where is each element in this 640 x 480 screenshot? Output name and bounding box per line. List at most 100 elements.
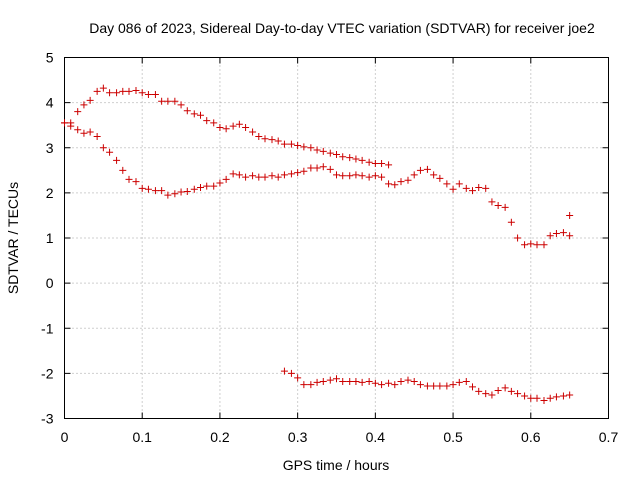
data-point [222, 175, 230, 183]
data-point [99, 84, 107, 92]
data-point [358, 156, 366, 164]
x-tick-label: 0.7 [599, 429, 619, 445]
data-point [404, 176, 412, 184]
data-point [177, 188, 185, 196]
data-point [533, 394, 541, 402]
data-point [294, 141, 302, 149]
data-point [566, 391, 574, 399]
data-point [378, 160, 386, 168]
data-point [391, 181, 399, 189]
data-point [423, 165, 431, 173]
data-point [268, 136, 276, 144]
data-point [261, 135, 269, 143]
data-point [566, 232, 574, 240]
data-point [346, 154, 354, 162]
series-lower-track [280, 367, 574, 404]
data-point [164, 97, 172, 105]
data-point [365, 158, 373, 166]
data-point [358, 378, 366, 386]
data-point [475, 183, 483, 191]
data-point [540, 396, 548, 404]
data-point [559, 392, 567, 400]
x-tick-label: 0.3 [288, 429, 308, 445]
data-point [494, 202, 502, 210]
data-point [540, 241, 548, 249]
data-point [113, 89, 121, 97]
data-point [559, 229, 567, 237]
data-point [229, 170, 237, 178]
data-point [203, 117, 211, 125]
y-tick-label: 4 [46, 95, 54, 111]
data-point [294, 374, 302, 382]
data-point [300, 143, 308, 151]
data-point [144, 91, 152, 99]
data-point [469, 187, 476, 195]
data-point [494, 387, 502, 395]
data-point [210, 182, 218, 190]
data-point [552, 393, 560, 401]
data-point [462, 377, 470, 385]
data-point [552, 229, 560, 237]
data-point [313, 164, 321, 172]
data-point [280, 171, 288, 179]
data-point [80, 101, 88, 109]
data-point [333, 171, 340, 179]
x-axis-label: GPS time / hours [283, 457, 390, 473]
y-tick-label: 1 [46, 230, 54, 246]
data-point [99, 144, 107, 152]
data-point [488, 391, 496, 399]
data-point [430, 382, 438, 390]
y-axis-label: SDTVAR / TECUs [5, 182, 21, 294]
data-point [171, 190, 179, 198]
data-point [319, 147, 327, 155]
data-point [183, 188, 191, 196]
data-point [132, 178, 140, 186]
data-point [319, 377, 327, 385]
data-point [378, 173, 386, 181]
data-point [106, 89, 114, 97]
data-point [203, 182, 211, 190]
x-tick-label: 0.5 [443, 429, 463, 445]
data-point [455, 180, 463, 188]
data-point [358, 172, 366, 180]
data-point [410, 377, 418, 385]
data-point [514, 234, 522, 242]
data-point [385, 180, 393, 188]
data-points [61, 84, 574, 404]
data-point [385, 379, 393, 387]
data-point [371, 379, 379, 387]
data-point [255, 173, 263, 181]
data-point [280, 140, 288, 148]
data-point [416, 166, 424, 174]
data-point [119, 87, 127, 95]
data-point [533, 241, 541, 249]
data-point [501, 384, 509, 392]
data-point [132, 86, 140, 94]
data-point [416, 381, 424, 389]
data-point [482, 184, 490, 192]
data-point [158, 187, 166, 195]
data-point [521, 392, 529, 400]
data-point [430, 171, 438, 179]
data-point [249, 128, 257, 136]
data-point [352, 171, 360, 179]
chart-title: Day 086 of 2023, Sidereal Day-to-day VTE… [89, 20, 595, 36]
x-tick-label: 0.4 [366, 429, 386, 445]
data-point [125, 175, 133, 183]
data-point [410, 171, 418, 179]
data-point [339, 153, 347, 161]
data-point [67, 122, 75, 130]
data-point [475, 387, 483, 395]
data-point [546, 394, 554, 402]
data-point [300, 381, 308, 389]
data-point [326, 149, 334, 157]
y-tick-label: -3 [41, 411, 54, 427]
data-point [313, 146, 321, 154]
data-point [280, 367, 288, 375]
y-tick-label: 0 [46, 275, 54, 291]
x-tick-label: 0 [61, 429, 69, 445]
data-point [436, 174, 444, 182]
data-point [138, 89, 146, 97]
data-point [449, 381, 457, 389]
data-point [210, 119, 218, 127]
